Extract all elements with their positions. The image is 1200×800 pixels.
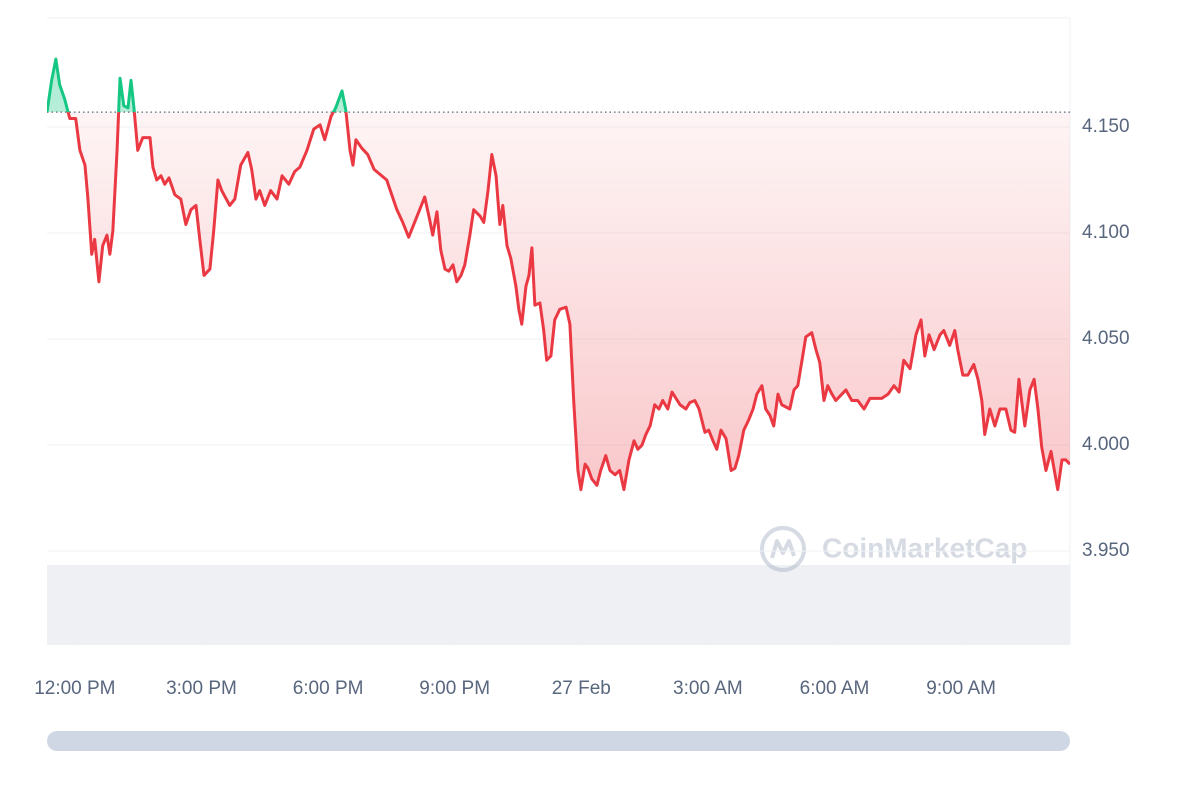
x-tick-label: 9:00 AM <box>926 678 996 699</box>
price-line-down <box>47 112 1070 492</box>
area-below <box>47 112 1070 490</box>
x-tick-label: 6:00 PM <box>293 678 364 699</box>
x-tick-label: 3:00 AM <box>673 678 743 699</box>
x-tick-label: 6:00 AM <box>800 678 870 699</box>
x-tick-label: 3:00 PM <box>166 678 237 699</box>
watermark-logo <box>760 526 806 572</box>
x-tick-label: 27 Feb <box>552 678 611 699</box>
volume-band <box>47 565 1070 645</box>
x-tick-label: 9:00 PM <box>419 678 490 699</box>
watermark-text: CoinMarketCap <box>822 532 1027 563</box>
x-tick-label: 12:00 PM <box>34 678 115 699</box>
watermark-logo-mark <box>770 539 796 559</box>
y-tick-label: 4.100 <box>1082 222 1130 243</box>
watermark: CoinMarketCap <box>760 526 1027 572</box>
y-tick-label: 3.950 <box>1082 540 1130 561</box>
scrollbar[interactable] <box>47 731 1070 751</box>
y-tick-label: 4.000 <box>1082 434 1130 455</box>
y-tick-label: 4.050 <box>1082 328 1130 349</box>
y-tick-label: 4.150 <box>1082 116 1130 137</box>
